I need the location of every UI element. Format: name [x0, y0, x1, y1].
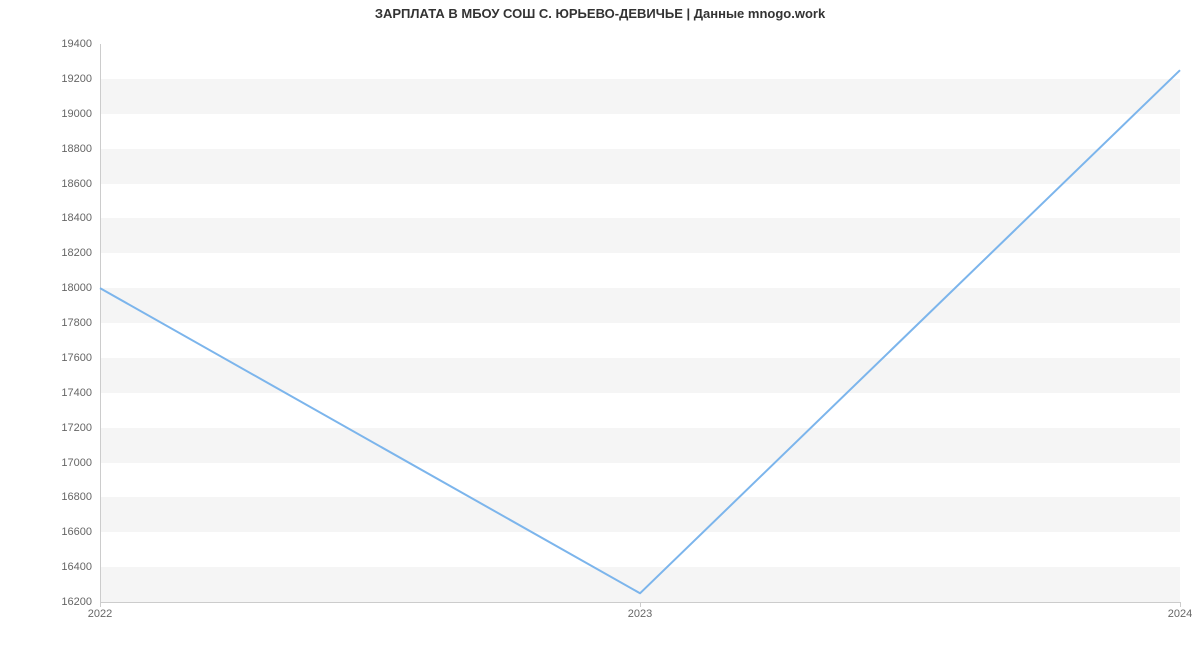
- y-tick-label: 16200: [61, 596, 92, 608]
- x-tick-mark: [640, 602, 641, 607]
- y-tick-label: 16600: [61, 526, 92, 538]
- y-tick-label: 18400: [61, 212, 92, 224]
- chart-title: ЗАРПЛАТА В МБОУ СОШ С. ЮРЬЕВО-ДЕВИЧЬЕ | …: [0, 6, 1200, 21]
- y-tick-label: 18800: [61, 143, 92, 155]
- x-tick-label: 2024: [1168, 608, 1192, 620]
- x-tick-mark: [1180, 602, 1181, 607]
- y-tick-label: 18000: [61, 282, 92, 294]
- line-layer: [100, 44, 1180, 602]
- y-tick-label: 18600: [61, 178, 92, 190]
- x-tick-label: 2023: [628, 608, 652, 620]
- y-tick-label: 17600: [61, 352, 92, 364]
- y-tick-label: 16800: [61, 491, 92, 503]
- y-tick-label: 16400: [61, 561, 92, 573]
- salary-chart: ЗАРПЛАТА В МБОУ СОШ С. ЮРЬЕВО-ДЕВИЧЬЕ | …: [0, 0, 1200, 650]
- y-tick-label: 19200: [61, 73, 92, 85]
- y-tick-label: 18200: [61, 247, 92, 259]
- y-tick-label: 17200: [61, 422, 92, 434]
- x-tick-mark: [100, 602, 101, 607]
- series-line-salary: [100, 70, 1180, 593]
- y-tick-label: 17000: [61, 457, 92, 469]
- y-tick-label: 17400: [61, 387, 92, 399]
- y-tick-label: 17800: [61, 317, 92, 329]
- plot-area: 1620016400166001680017000172001740017600…: [100, 44, 1180, 602]
- y-tick-label: 19400: [61, 38, 92, 50]
- x-tick-label: 2022: [88, 608, 112, 620]
- y-tick-label: 19000: [61, 108, 92, 120]
